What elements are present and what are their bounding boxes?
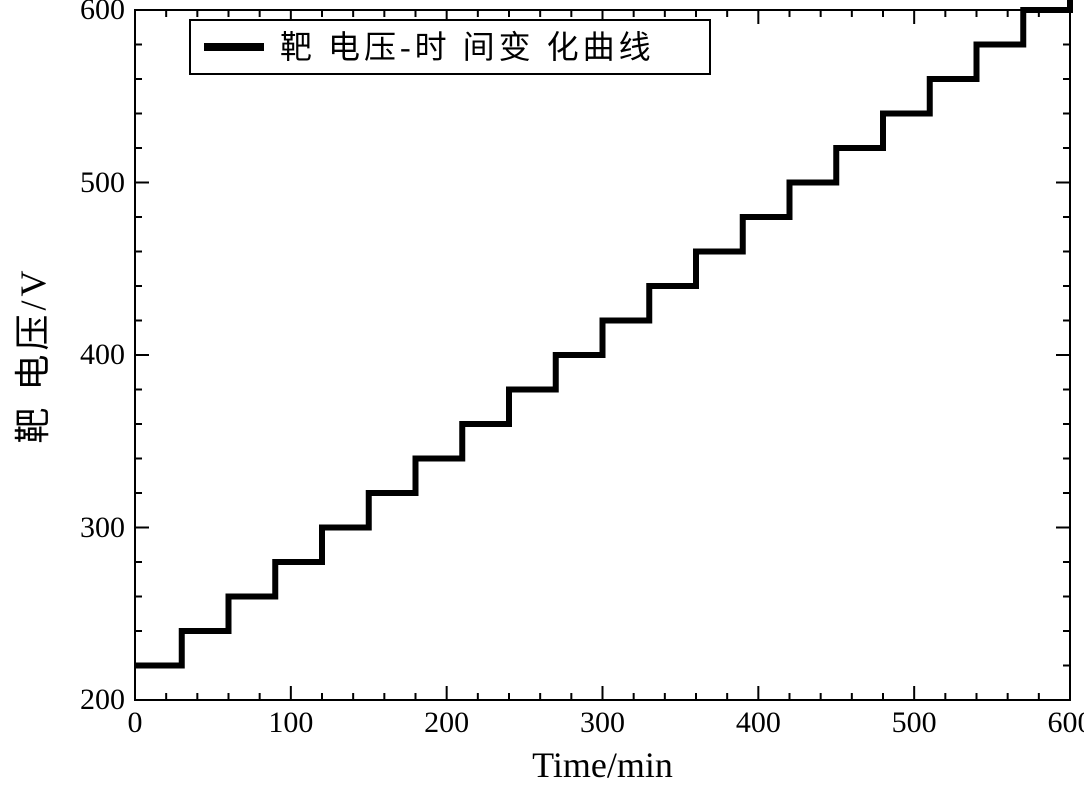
y-tick-label: 400 (65, 338, 125, 372)
x-tick-label: 300 (580, 706, 625, 740)
x-tick-label: 0 (128, 706, 143, 740)
y-tick-label: 300 (65, 511, 125, 545)
series-step-line (135, 0, 1070, 666)
chart-container: 靶 电压/V Time/min 靶 电压-时 间变 化曲线 0100200300… (0, 0, 1084, 792)
y-tick-label: 200 (65, 683, 125, 717)
x-tick-label: 500 (892, 706, 937, 740)
chart-svg: 靶 电压-时 间变 化曲线 (0, 0, 1084, 792)
x-tick-label: 600 (1048, 706, 1084, 740)
legend-text: 靶 电压-时 间变 化曲线 (280, 29, 655, 65)
y-tick-label: 500 (65, 166, 125, 200)
x-tick-label: 100 (268, 706, 313, 740)
x-tick-label: 200 (424, 706, 469, 740)
x-tick-label: 400 (736, 706, 781, 740)
y-tick-label: 600 (65, 0, 125, 27)
